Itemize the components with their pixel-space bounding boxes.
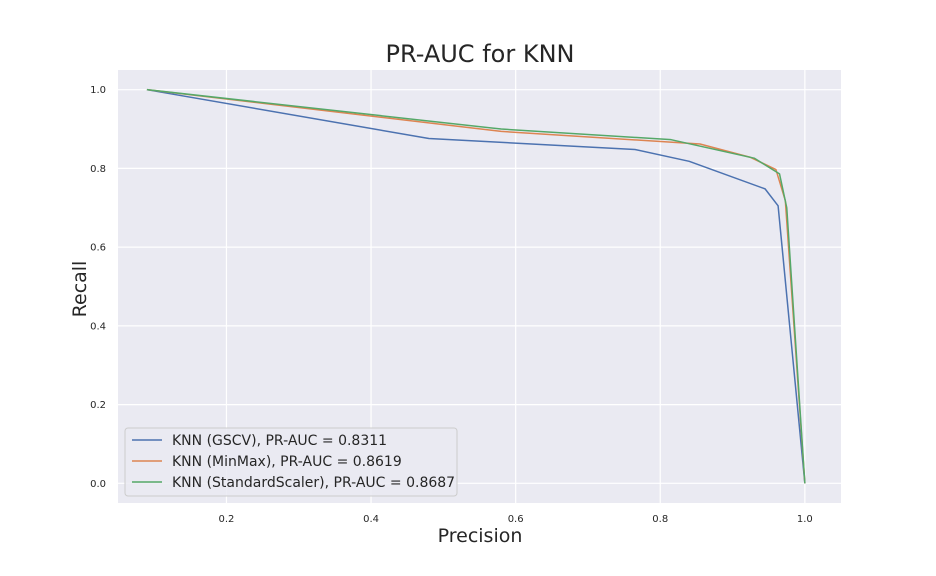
x-axis-label: Precision [438, 525, 523, 547]
y-tick-label: 0.0 [90, 479, 106, 490]
y-tick-label: 0.8 [90, 164, 106, 175]
series-layer [146, 88, 806, 484]
y-tick-label: 0.4 [90, 321, 106, 332]
series-line-1 [146, 88, 806, 484]
ticks: 0.2 0.4 0.6 0.8 1.0 0.0 0.2 0.4 0.6 0.8 1.0 [90, 85, 813, 525]
grid [118, 70, 841, 503]
legend: KNN (GSCV), PR-AUC = 0.8311 KNN (MinMax),… [124, 427, 458, 497]
y-tick-label: 1.0 [90, 85, 106, 96]
chart-title: PR-AUC for KNN [386, 40, 575, 68]
x-tick-label: 0.8 [652, 514, 668, 525]
x-tick-label: 0.6 [508, 514, 524, 525]
x-tick-label: 0.4 [363, 514, 379, 525]
x-tick-label: 1.0 [797, 514, 813, 525]
y-tick-label: 0.2 [90, 400, 106, 411]
legend-label: KNN (StandardScaler), PR-AUC = 0.8687 [172, 475, 455, 491]
legend-box [124, 427, 458, 497]
legend-label: KNN (MinMax), PR-AUC = 0.8619 [172, 454, 402, 470]
y-axis-label: Recall [69, 261, 91, 318]
y-tick-label: 0.6 [90, 243, 106, 254]
series-line-3 [146, 88, 806, 484]
x-tick-label: 0.2 [218, 514, 234, 525]
legend-label: KNN (GSCV), PR-AUC = 0.8311 [172, 433, 387, 449]
